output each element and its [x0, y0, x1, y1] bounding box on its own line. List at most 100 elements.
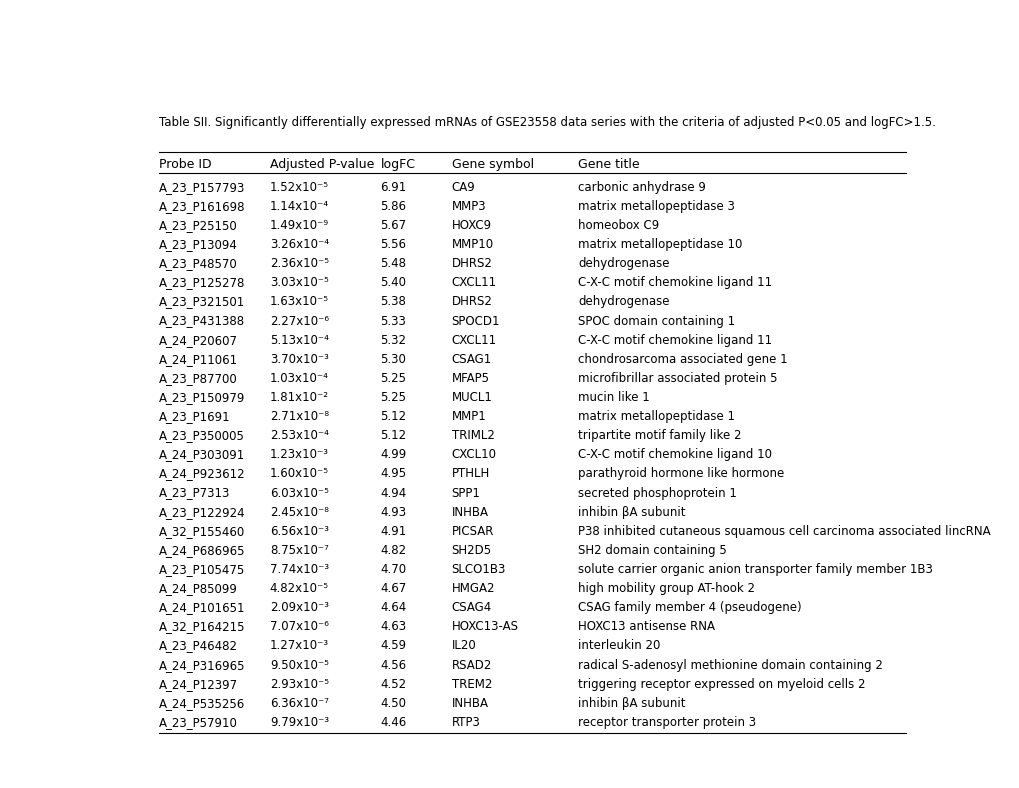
- Text: A_23_P13094: A_23_P13094: [159, 238, 237, 251]
- Text: 6.03x10⁻⁵: 6.03x10⁻⁵: [269, 486, 328, 500]
- Text: 5.33: 5.33: [380, 314, 406, 328]
- Text: 5.25: 5.25: [380, 391, 406, 404]
- Text: 1.63x10⁻⁵: 1.63x10⁻⁵: [269, 296, 328, 308]
- Text: MUCL1: MUCL1: [451, 391, 492, 404]
- Text: MMP10: MMP10: [451, 238, 493, 251]
- Text: SPOC domain containing 1: SPOC domain containing 1: [578, 314, 735, 328]
- Text: CA9: CA9: [451, 180, 475, 194]
- Text: 2.45x10⁻⁸: 2.45x10⁻⁸: [269, 506, 328, 519]
- Text: receptor transporter protein 3: receptor transporter protein 3: [578, 716, 755, 729]
- Text: INHBA: INHBA: [451, 506, 488, 519]
- Text: matrix metallopeptidase 10: matrix metallopeptidase 10: [578, 238, 742, 251]
- Text: 3.70x10⁻³: 3.70x10⁻³: [269, 353, 328, 366]
- Text: A_24_P686965: A_24_P686965: [159, 544, 246, 557]
- Text: CXCL10: CXCL10: [451, 448, 496, 461]
- Text: DHRS2: DHRS2: [451, 296, 492, 308]
- Text: 7.07x10⁻⁶: 7.07x10⁻⁶: [269, 620, 328, 634]
- Text: mucin like 1: mucin like 1: [578, 391, 649, 404]
- Text: carbonic anhydrase 9: carbonic anhydrase 9: [578, 180, 705, 194]
- Text: 1.52x10⁻⁵: 1.52x10⁻⁵: [269, 180, 328, 194]
- Text: A_23_P161698: A_23_P161698: [159, 200, 246, 213]
- Text: high mobility group AT-hook 2: high mobility group AT-hook 2: [578, 582, 754, 595]
- Text: 1.60x10⁻⁵: 1.60x10⁻⁵: [269, 467, 328, 481]
- Text: PICSAR: PICSAR: [451, 525, 493, 537]
- Text: 5.48: 5.48: [380, 257, 406, 270]
- Text: 1.23x10⁻³: 1.23x10⁻³: [269, 448, 328, 461]
- Text: RTP3: RTP3: [451, 716, 480, 729]
- Text: solute carrier organic anion transporter family member 1B3: solute carrier organic anion transporter…: [578, 563, 932, 576]
- Text: logFC: logFC: [380, 158, 415, 171]
- Text: A_23_P57910: A_23_P57910: [159, 716, 237, 729]
- Text: 4.67: 4.67: [380, 582, 407, 595]
- Text: 5.86: 5.86: [380, 200, 406, 213]
- Text: DHRS2: DHRS2: [451, 257, 492, 270]
- Text: 2.71x10⁻⁸: 2.71x10⁻⁸: [269, 410, 328, 423]
- Text: A_24_P20607: A_24_P20607: [159, 333, 237, 347]
- Text: 4.56: 4.56: [380, 659, 407, 671]
- Text: Adjusted P-value: Adjusted P-value: [269, 158, 374, 171]
- Text: dehydrogenase: dehydrogenase: [578, 296, 668, 308]
- Text: SLCO1B3: SLCO1B3: [451, 563, 505, 576]
- Text: A_24_P535256: A_24_P535256: [159, 697, 246, 710]
- Text: 1.03x10⁻⁴: 1.03x10⁻⁴: [269, 372, 328, 385]
- Text: HOXC13-AS: HOXC13-AS: [451, 620, 518, 634]
- Text: MFAP5: MFAP5: [451, 372, 489, 385]
- Text: 1.14x10⁻⁴: 1.14x10⁻⁴: [269, 200, 328, 213]
- Text: A_23_P122924: A_23_P122924: [159, 506, 246, 519]
- Text: 4.82: 4.82: [380, 544, 407, 557]
- Text: CXCL11: CXCL11: [451, 277, 496, 289]
- Text: SH2D5: SH2D5: [451, 544, 491, 557]
- Text: secreted phosphoprotein 1: secreted phosphoprotein 1: [578, 486, 737, 500]
- Text: A_32_P155460: A_32_P155460: [159, 525, 246, 537]
- Text: parathyroid hormone like hormone: parathyroid hormone like hormone: [578, 467, 784, 481]
- Text: interleukin 20: interleukin 20: [578, 639, 660, 652]
- Text: SPP1: SPP1: [451, 486, 480, 500]
- Text: MMP1: MMP1: [451, 410, 486, 423]
- Text: SPOCD1: SPOCD1: [451, 314, 499, 328]
- Text: inhibin βA subunit: inhibin βA subunit: [578, 506, 685, 519]
- Text: 4.91: 4.91: [380, 525, 407, 537]
- Text: CSAG4: CSAG4: [451, 601, 491, 614]
- Text: tripartite motif family like 2: tripartite motif family like 2: [578, 429, 741, 442]
- Text: 5.13x10⁻⁴: 5.13x10⁻⁴: [269, 333, 328, 347]
- Text: A_24_P85099: A_24_P85099: [159, 582, 237, 595]
- Text: MMP3: MMP3: [451, 200, 486, 213]
- Text: A_23_P46482: A_23_P46482: [159, 639, 237, 652]
- Text: HOXC9: HOXC9: [451, 219, 491, 232]
- Text: A_24_P11061: A_24_P11061: [159, 353, 238, 366]
- Text: 4.94: 4.94: [380, 486, 407, 500]
- Text: A_23_P321501: A_23_P321501: [159, 296, 246, 308]
- Text: 5.38: 5.38: [380, 296, 406, 308]
- Text: SH2 domain containing 5: SH2 domain containing 5: [578, 544, 727, 557]
- Text: IL20: IL20: [451, 639, 476, 652]
- Text: 1.81x10⁻²: 1.81x10⁻²: [269, 391, 328, 404]
- Text: radical S-adenosyl methionine domain containing 2: radical S-adenosyl methionine domain con…: [578, 659, 882, 671]
- Text: A_23_P1691: A_23_P1691: [159, 410, 230, 423]
- Text: 3.03x10⁻⁵: 3.03x10⁻⁵: [269, 277, 328, 289]
- Text: 5.40: 5.40: [380, 277, 406, 289]
- Text: CSAG family member 4 (pseudogene): CSAG family member 4 (pseudogene): [578, 601, 801, 614]
- Text: INHBA: INHBA: [451, 697, 488, 710]
- Text: Probe ID: Probe ID: [159, 158, 212, 171]
- Text: 4.46: 4.46: [380, 716, 407, 729]
- Text: 9.79x10⁻³: 9.79x10⁻³: [269, 716, 328, 729]
- Text: 4.82x10⁻⁵: 4.82x10⁻⁵: [269, 582, 328, 595]
- Text: C-X-C motif chemokine ligand 11: C-X-C motif chemokine ligand 11: [578, 277, 771, 289]
- Text: PTHLH: PTHLH: [451, 467, 489, 481]
- Text: A_24_P101651: A_24_P101651: [159, 601, 246, 614]
- Text: 4.70: 4.70: [380, 563, 407, 576]
- Text: A_23_P150979: A_23_P150979: [159, 391, 246, 404]
- Text: 5.56: 5.56: [380, 238, 406, 251]
- Text: 4.64: 4.64: [380, 601, 407, 614]
- Text: CSAG1: CSAG1: [451, 353, 491, 366]
- Text: A_24_P12397: A_24_P12397: [159, 678, 238, 690]
- Text: 5.30: 5.30: [380, 353, 406, 366]
- Text: 4.59: 4.59: [380, 639, 407, 652]
- Text: 1.49x10⁻⁹: 1.49x10⁻⁹: [269, 219, 328, 232]
- Text: 2.53x10⁻⁴: 2.53x10⁻⁴: [269, 429, 328, 442]
- Text: 6.36x10⁻⁷: 6.36x10⁻⁷: [269, 697, 328, 710]
- Text: Gene symbol: Gene symbol: [451, 158, 533, 171]
- Text: A_23_P157793: A_23_P157793: [159, 180, 246, 194]
- Text: A_23_P7313: A_23_P7313: [159, 486, 230, 500]
- Text: 5.25: 5.25: [380, 372, 406, 385]
